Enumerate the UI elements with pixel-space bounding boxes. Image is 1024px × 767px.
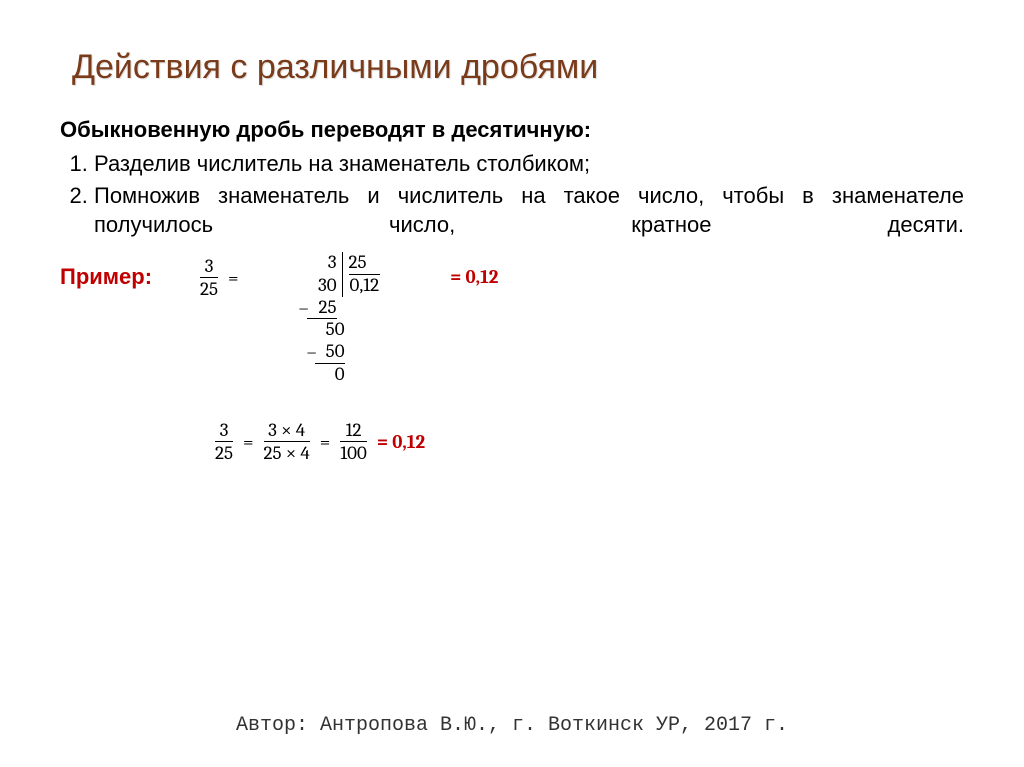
numerator: 3 bbox=[215, 420, 233, 441]
example-block: Пример: 3 25 = 3 25 0,12 bbox=[60, 252, 964, 386]
page-title: Действия с различными дробями bbox=[72, 48, 964, 87]
fraction: 3 25 bbox=[200, 256, 218, 300]
long-division: 3 25 0,12 30 − 25 50 bbox=[299, 252, 381, 386]
result-value: = 0,12 bbox=[377, 431, 425, 453]
divisor: 25 bbox=[349, 252, 381, 274]
denominator: 25 bbox=[215, 441, 233, 464]
ld-row: 50 bbox=[315, 319, 345, 341]
footer-text: Автор: Антропова В.Ю., г. Воткинск УР, 2… bbox=[0, 714, 1024, 737]
equation-line: 3 25 = 3 × 4 25 × 4 = 12 100 = 0,12 bbox=[215, 420, 964, 464]
quotient: 0,12 bbox=[349, 274, 381, 297]
numerator: 12 bbox=[340, 420, 367, 441]
ld-row: 0 bbox=[315, 364, 345, 386]
minus-icon: − bbox=[307, 343, 315, 364]
denominator: 25 bbox=[200, 277, 218, 300]
slide: Действия с различными дробями Обыкновенн… bbox=[0, 0, 1024, 767]
list-item: Помножив знаменатель и числитель на тако… bbox=[94, 181, 964, 240]
fraction: 3 25 bbox=[215, 420, 233, 464]
denominator: 100 bbox=[340, 441, 367, 464]
example-label: Пример: bbox=[60, 264, 152, 290]
ld-row: 50 bbox=[315, 341, 345, 364]
dividend: 3 bbox=[328, 251, 337, 273]
numerator: 3 × 4 bbox=[264, 420, 310, 441]
minus-icon: − bbox=[299, 299, 307, 320]
equals-sign: = bbox=[243, 431, 254, 453]
fraction: 12 100 bbox=[340, 420, 367, 464]
fraction: 3 × 4 25 × 4 bbox=[264, 420, 310, 464]
intro-text: Обыкновенную дробь переводят в десятичну… bbox=[60, 117, 964, 143]
list-item: Разделив числитель на знаменатель столби… bbox=[94, 149, 964, 179]
ld-row: 30 bbox=[307, 275, 337, 297]
result-value: = 0,12 bbox=[450, 266, 498, 288]
numerator: 3 bbox=[200, 256, 218, 277]
ld-row: 25 bbox=[307, 297, 337, 320]
method-list: Разделив числитель на знаменатель столби… bbox=[60, 149, 964, 240]
denominator: 25 × 4 bbox=[264, 441, 310, 464]
equals-sign: = bbox=[320, 431, 331, 453]
equals-sign: = bbox=[228, 267, 239, 289]
